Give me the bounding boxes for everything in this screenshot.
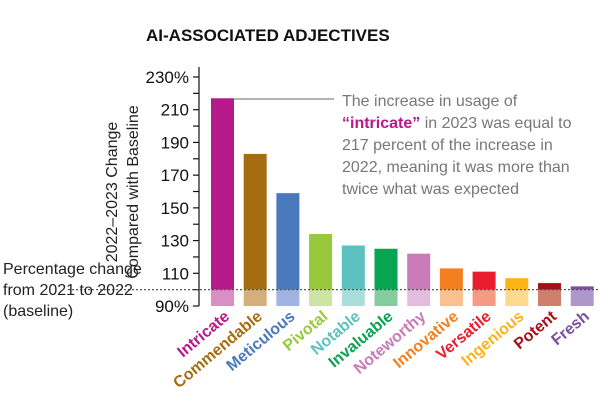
baseline-bar-pivotal xyxy=(309,289,333,306)
baseline-label-line3: (baseline) xyxy=(3,303,73,320)
bar-potent xyxy=(538,283,561,290)
y-axis-label-line1: 2022–2023 Change xyxy=(104,122,121,263)
baseline-bar-notable xyxy=(341,289,365,306)
baseline-bar-innovative xyxy=(439,289,463,306)
bar-notable xyxy=(341,245,365,290)
annotation-line3: 217 percent of the increase in xyxy=(342,137,553,154)
y-axis-label-line2: Compared with Baseline xyxy=(125,105,142,279)
y-tick-label: 110 xyxy=(162,264,189,283)
bars xyxy=(68,98,598,306)
y-tick-label: 210 xyxy=(161,101,189,120)
bar-ingenious xyxy=(505,278,529,290)
y-tick-label: 130 xyxy=(161,232,189,251)
category-label: Fresh xyxy=(548,308,592,349)
bar-pivotal xyxy=(309,234,333,290)
baseline-bar-commendable xyxy=(243,289,267,306)
annotation-line2-rest: in 2023 was equal to xyxy=(425,115,572,132)
category-labels: IntricateCommendableMeticulousPivotalNot… xyxy=(170,308,592,392)
y-tick-label: 170 xyxy=(161,166,189,185)
annotation-line5: twice what was expected xyxy=(342,181,519,198)
chart-title: AI-ASSOCIATED ADJECTIVES xyxy=(146,26,390,45)
baseline-bar-potent xyxy=(538,289,561,306)
baseline-bar-noteworthy xyxy=(407,289,431,306)
bar-noteworthy xyxy=(407,253,431,290)
baseline-bar-fresh xyxy=(570,289,594,306)
y-axis: 230% 210 190 170 150 130 110 90% xyxy=(146,67,200,316)
y-tick-label: 90% xyxy=(155,297,189,316)
y-tick-label: 150 xyxy=(161,199,189,218)
annotation-highlight: “intricate” xyxy=(342,115,420,132)
baseline-bar-invaluable xyxy=(374,289,398,306)
bar-meticulous xyxy=(276,193,300,290)
bar-versatile xyxy=(472,271,496,290)
baseline-bar-ingenious xyxy=(505,289,529,306)
bar-innovative xyxy=(439,268,463,290)
baseline-bar-meticulous xyxy=(276,289,300,306)
y-tick-label: 230% xyxy=(146,68,189,87)
bar-intricate xyxy=(211,98,234,290)
annotation-line1: The increase in usage of xyxy=(342,93,518,110)
bar-commendable xyxy=(243,153,267,290)
baseline-bar-intricate xyxy=(211,289,234,306)
annotation-line4: 2022, meaning it was more than xyxy=(342,159,570,176)
baseline-label-line1: Percentage change xyxy=(3,261,142,278)
y-tick-label: 190 xyxy=(161,133,189,152)
annotation-line2: “intricate” in 2023 was equal to xyxy=(342,115,572,132)
baseline-label-line2: from 2021 to 2022 xyxy=(3,282,133,299)
baseline-bar-versatile xyxy=(472,289,496,306)
bar-fresh xyxy=(570,286,594,290)
bar-invaluable xyxy=(374,248,398,290)
